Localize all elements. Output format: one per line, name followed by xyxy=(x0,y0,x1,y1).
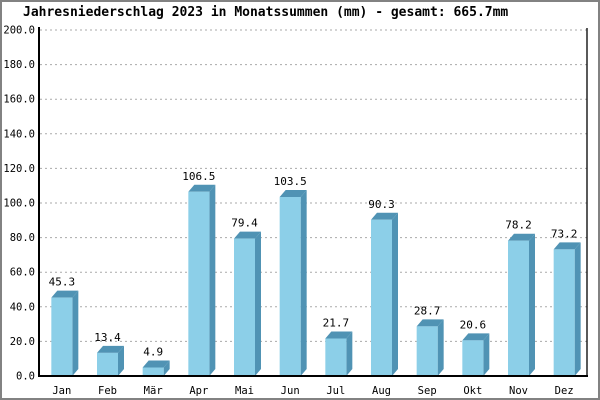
y-tick-label: 20.0 xyxy=(10,336,35,348)
bar-dez-top-face xyxy=(553,242,581,250)
bar-dez-side-face xyxy=(574,242,581,376)
bar-value-label: 106.5 xyxy=(182,170,215,183)
bar-mär-side-face xyxy=(163,360,170,376)
bar-value-label: 79.4 xyxy=(231,217,258,230)
x-tick-label: Jun xyxy=(281,385,300,397)
bar-okt-front-face xyxy=(462,340,484,376)
y-tick-label: 100.0 xyxy=(3,198,35,210)
y-tick-label: 160.0 xyxy=(3,94,35,106)
y-tick-label: 140.0 xyxy=(3,128,35,140)
bar-jan-front-face xyxy=(51,297,73,376)
bar-nov-top-face xyxy=(508,233,535,241)
bar-apr-top-face xyxy=(188,184,216,192)
bar-value-label: 90.3 xyxy=(368,198,395,211)
bar-feb-front-face xyxy=(97,352,118,376)
bar-jul-front-face xyxy=(325,338,347,376)
bar-mär-front-face xyxy=(142,367,164,376)
bar-jun-side-face xyxy=(300,189,307,376)
bar-mär-top-face xyxy=(142,360,170,368)
bar-value-label: 20.6 xyxy=(460,318,487,331)
bar-okt-top-face xyxy=(462,333,490,341)
bar-jan-side-face xyxy=(72,290,79,376)
bar-mai-front-face xyxy=(234,238,255,376)
bar-jun-top-face xyxy=(279,189,307,197)
bar-value-label: 13.4 xyxy=(94,331,121,344)
x-tick-label: Dez xyxy=(555,385,574,397)
bar-mai-top-face xyxy=(234,231,261,239)
bar-value-label: 45.3 xyxy=(49,276,76,289)
x-tick-label: Mai xyxy=(235,385,254,397)
y-tick-label: 40.0 xyxy=(10,301,35,313)
bar-jan-top-face xyxy=(51,290,79,298)
bar-nov-front-face xyxy=(508,240,529,376)
chart-title: Jahresniederschlag 2023 in Monatssummen … xyxy=(23,5,509,20)
bar-value-label: 28.7 xyxy=(414,304,441,317)
bar-sep-top-face xyxy=(416,319,444,327)
bar-jul-top-face xyxy=(325,331,353,339)
bar-jun-front-face xyxy=(279,196,301,376)
bar-value-label: 4.9 xyxy=(143,346,163,359)
bar-sep-side-face xyxy=(437,319,444,376)
bar-value-label: 21.7 xyxy=(323,316,350,329)
x-tick-label: Aug xyxy=(372,385,391,397)
bar-sep-front-face xyxy=(416,326,438,376)
bar-apr-side-face xyxy=(209,184,216,376)
x-tick-label: Nov xyxy=(509,385,528,397)
bar-feb-side-face xyxy=(118,345,124,376)
x-tick-label: Sep xyxy=(418,385,437,397)
y-tick-label: 120.0 xyxy=(3,163,35,175)
x-tick-label: Jan xyxy=(52,385,71,397)
bar-value-label: 78.2 xyxy=(505,219,532,232)
x-tick-label: Mär xyxy=(144,385,163,397)
x-tick-label: Apr xyxy=(189,385,208,397)
y-tick-label: 60.0 xyxy=(10,267,35,279)
x-tick-label: Okt xyxy=(463,385,482,397)
y-tick-label: 180.0 xyxy=(3,59,35,71)
bar-value-label: 103.5 xyxy=(274,175,307,188)
bar-apr-front-face xyxy=(188,191,210,376)
bar-okt-side-face xyxy=(483,333,490,376)
bar-dez-front-face xyxy=(553,249,575,376)
bar-aug-top-face xyxy=(371,212,398,220)
bar-feb-top-face xyxy=(97,345,124,353)
bar-nov-side-face xyxy=(529,233,535,376)
y-tick-label: 80.0 xyxy=(10,232,35,244)
y-tick-label: 200.0 xyxy=(3,25,35,37)
bar-aug-side-face xyxy=(392,212,398,376)
bar-value-label: 73.2 xyxy=(551,227,578,240)
x-tick-label: Feb xyxy=(98,385,117,397)
bar-aug-front-face xyxy=(371,219,392,376)
bar-jul-side-face xyxy=(346,331,353,376)
y-tick-label: 0.0 xyxy=(16,371,35,383)
bar-mai-side-face xyxy=(255,231,261,376)
x-tick-label: Jul xyxy=(326,385,345,397)
